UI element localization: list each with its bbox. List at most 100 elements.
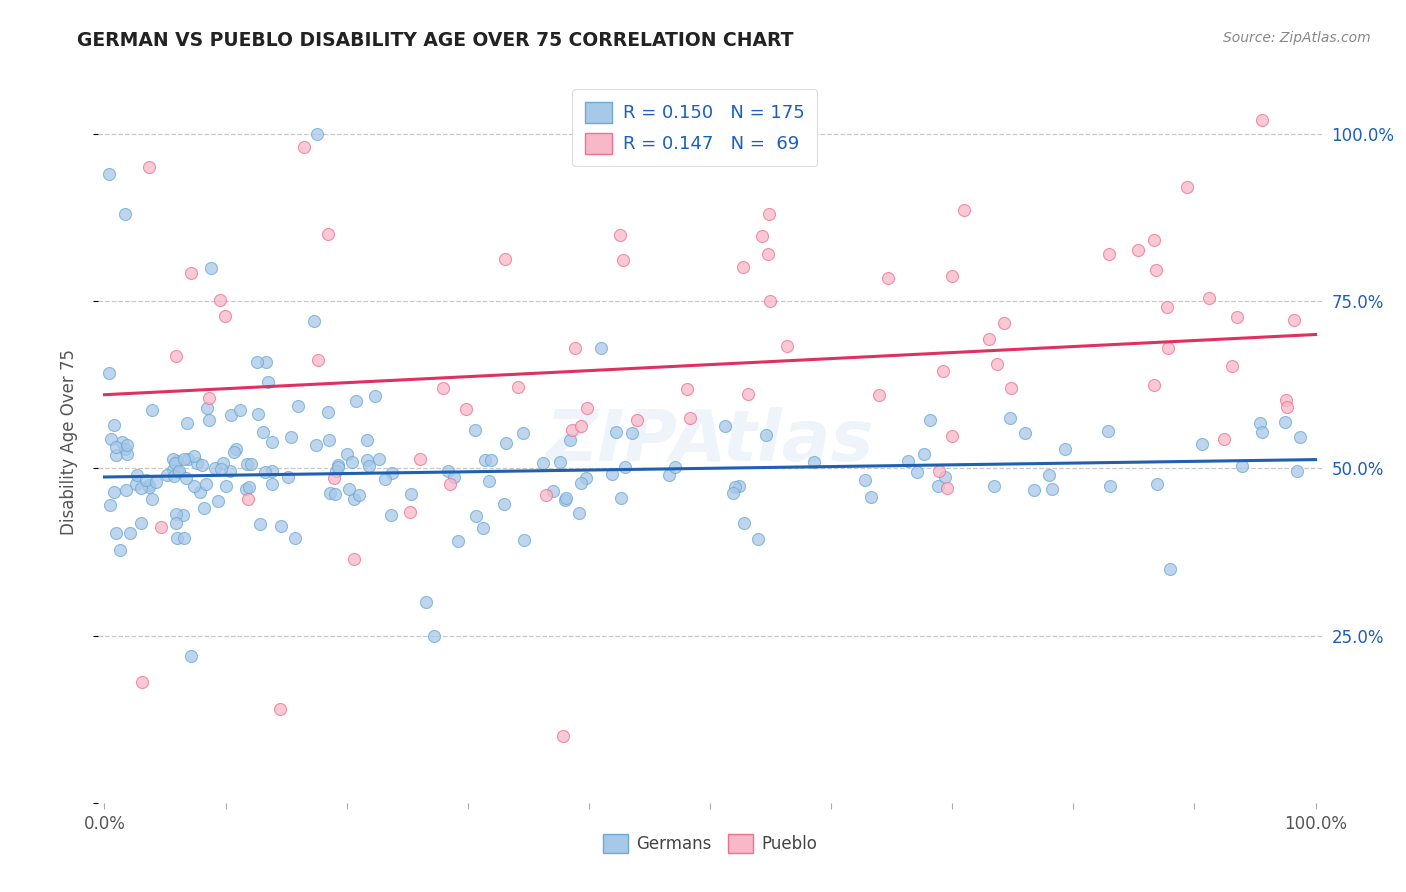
Point — [252, 425, 274, 440]
Point — [209, 293, 232, 307]
Point — [512, 425, 534, 440]
Point — [408, 452, 430, 467]
Point — [197, 412, 219, 426]
Point — [993, 316, 1015, 330]
Point — [131, 675, 153, 690]
Point — [204, 461, 226, 475]
Point — [125, 467, 148, 482]
Point — [756, 247, 779, 261]
Point — [336, 446, 359, 460]
Point — [1191, 437, 1213, 451]
Point — [292, 140, 315, 154]
Point — [100, 432, 122, 446]
Point — [200, 260, 222, 275]
Point — [212, 456, 235, 470]
Point — [115, 437, 138, 451]
Point — [156, 467, 179, 482]
Point — [508, 380, 530, 394]
Point — [758, 207, 780, 221]
Point — [853, 473, 876, 487]
Point — [747, 532, 769, 546]
Point — [97, 167, 120, 181]
Point — [349, 488, 371, 502]
Point — [1275, 393, 1298, 408]
Point — [605, 425, 627, 439]
Point — [936, 481, 959, 495]
Point — [173, 532, 195, 546]
Point — [193, 501, 215, 516]
Point — [737, 386, 759, 401]
Point — [222, 444, 245, 458]
Point — [180, 266, 202, 280]
Point — [105, 448, 128, 462]
Point — [236, 457, 259, 471]
Point — [343, 491, 366, 506]
Point — [977, 332, 1000, 346]
Point — [235, 483, 257, 497]
Point — [541, 484, 564, 499]
Point — [166, 454, 188, 468]
Point — [269, 702, 291, 716]
Point — [129, 481, 152, 495]
Point — [359, 459, 381, 474]
Point — [443, 470, 465, 484]
Point — [494, 252, 516, 267]
Point — [162, 452, 184, 467]
Point — [145, 475, 167, 489]
Point — [326, 460, 349, 475]
Point — [551, 729, 574, 743]
Point — [322, 471, 344, 485]
Point — [114, 442, 136, 456]
Point — [111, 434, 134, 449]
Point — [897, 454, 920, 468]
Point — [728, 479, 751, 493]
Point — [591, 341, 613, 355]
Point — [912, 447, 935, 461]
Point — [149, 520, 172, 534]
Point — [478, 474, 501, 488]
Point — [868, 388, 890, 402]
Point — [169, 463, 191, 477]
Point — [214, 310, 236, 324]
Point — [191, 458, 214, 473]
Point — [554, 493, 576, 508]
Point — [215, 479, 238, 493]
Point — [1000, 381, 1022, 395]
Point — [941, 269, 963, 284]
Point — [305, 127, 328, 141]
Point — [724, 480, 747, 494]
Point — [364, 389, 387, 403]
Point — [167, 465, 190, 479]
Point — [751, 228, 773, 243]
Point — [1251, 425, 1274, 440]
Point — [569, 419, 592, 434]
Point — [877, 271, 900, 285]
Point — [260, 435, 283, 450]
Point — [114, 207, 136, 221]
Point — [125, 476, 148, 491]
Point — [176, 417, 198, 431]
Point — [277, 470, 299, 484]
Point — [141, 491, 163, 506]
Point — [225, 442, 247, 457]
Point — [1159, 562, 1181, 576]
Point — [610, 491, 633, 505]
Point — [575, 401, 598, 415]
Point — [284, 531, 307, 545]
Text: GERMAN VS PUEBLO DISABILITY AGE OVER 75 CORRELATION CHART: GERMAN VS PUEBLO DISABILITY AGE OVER 75 … — [77, 31, 794, 50]
Point — [174, 470, 197, 484]
Point — [1226, 310, 1249, 324]
Point — [103, 485, 125, 500]
Point — [679, 411, 702, 425]
Point — [246, 407, 269, 421]
Point — [172, 508, 194, 523]
Point — [561, 423, 583, 437]
Point — [399, 505, 422, 519]
Point — [219, 408, 242, 422]
Point — [626, 413, 648, 427]
Point — [100, 499, 122, 513]
Point — [512, 533, 534, 547]
Point — [356, 433, 378, 447]
Point — [253, 465, 276, 479]
Point — [177, 451, 200, 466]
